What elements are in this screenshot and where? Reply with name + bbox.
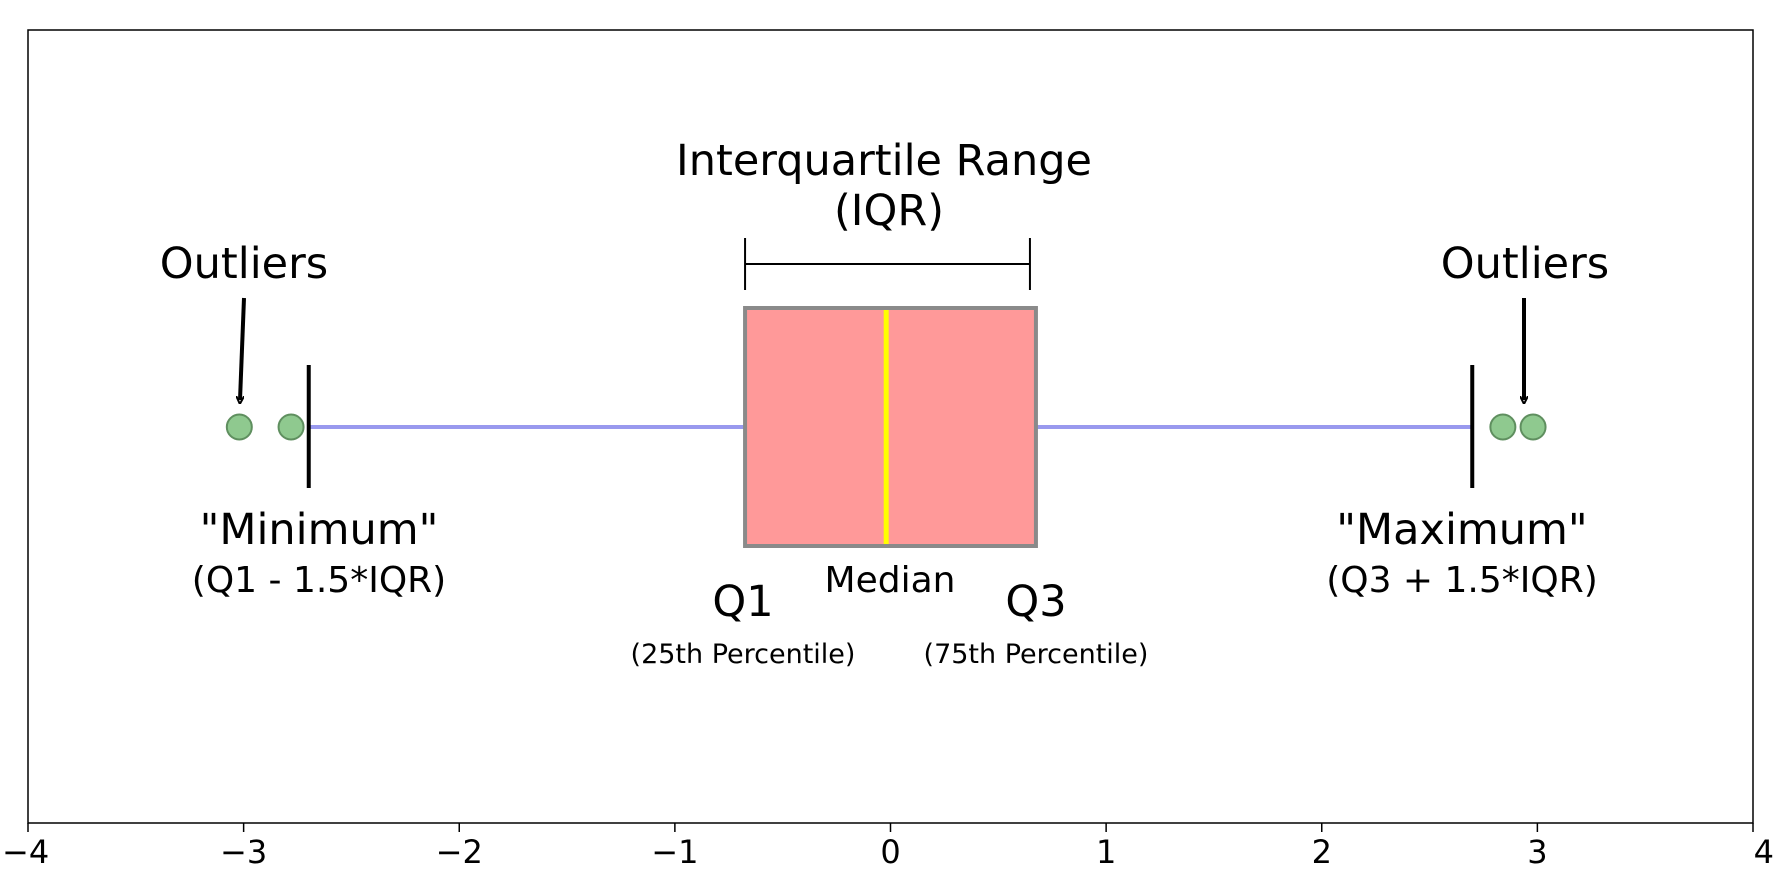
outliers-left-arrow	[240, 297, 246, 400]
maximum-formula: (Q3 + 1.5*IQR)	[1326, 560, 1598, 601]
x-tick-label: −1	[651, 833, 698, 871]
outlier-point	[277, 413, 305, 441]
outlier-point	[1489, 413, 1517, 441]
iqr-title: Interquartile Range	[676, 136, 1092, 186]
outlier-point	[225, 413, 253, 441]
median-label: Median	[825, 560, 956, 601]
x-tick-label: −2	[436, 833, 483, 871]
outlier-point	[1519, 413, 1547, 441]
x-tick-label: 4	[1754, 833, 1774, 871]
x-tick-label: −4	[2, 833, 49, 871]
whisker-layer	[306, 365, 1475, 488]
x-tick-label: 0	[880, 833, 900, 871]
x-tick-label: 2	[1312, 833, 1332, 871]
minimum-formula: (Q1 - 1.5*IQR)	[192, 560, 446, 601]
x-tick-label: 1	[1096, 833, 1116, 871]
x-axis: −4 −3 −2 −1 0 1 2 3 4	[2, 823, 1774, 871]
minimum-label: "Minimum"	[200, 505, 439, 555]
q3-sublabel: (75th Percentile)	[924, 639, 1149, 670]
outliers-right-label: Outliers	[1441, 239, 1609, 289]
q3-label: Q3	[1005, 577, 1066, 627]
x-tick-label: 3	[1527, 833, 1547, 871]
iqr-bracket	[744, 238, 1031, 290]
iqr-abbrev: (IQR)	[834, 186, 944, 236]
maximum-label: "Maximum"	[1336, 505, 1587, 555]
x-tick-label: −3	[220, 833, 267, 871]
outliers-left-label: Outliers	[160, 239, 328, 289]
q1-sublabel: (25th Percentile)	[631, 639, 856, 670]
box-layer	[743, 306, 1038, 548]
q1-label: Q1	[712, 577, 773, 627]
iqr-box	[743, 306, 1038, 548]
outlier-layer	[225, 413, 1547, 441]
